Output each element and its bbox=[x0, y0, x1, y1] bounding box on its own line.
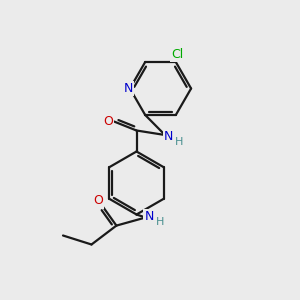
Text: H: H bbox=[175, 136, 184, 147]
Text: H: H bbox=[156, 217, 164, 227]
Text: O: O bbox=[94, 194, 103, 208]
Text: N: N bbox=[144, 209, 154, 223]
Text: N: N bbox=[124, 82, 133, 95]
Text: Cl: Cl bbox=[171, 48, 183, 61]
Text: O: O bbox=[103, 115, 113, 128]
Text: N: N bbox=[164, 130, 173, 143]
